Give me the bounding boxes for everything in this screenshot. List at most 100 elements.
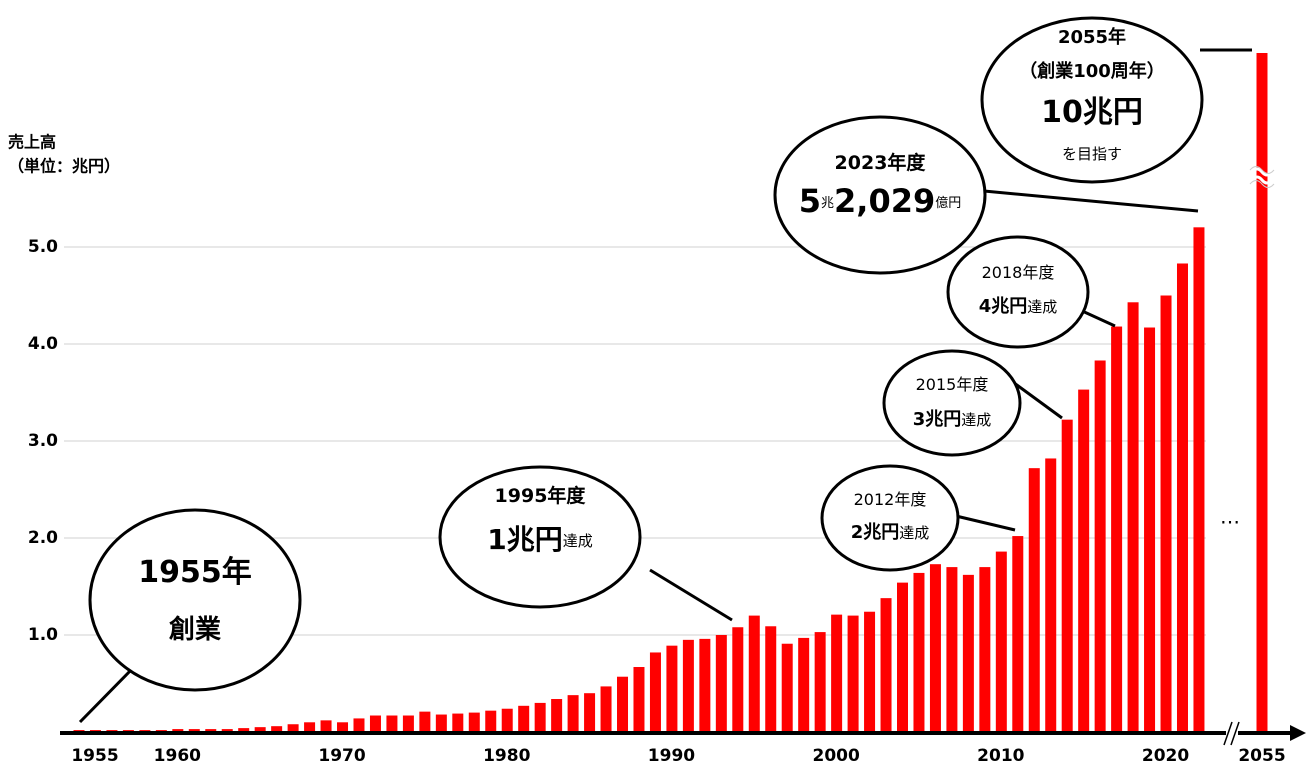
annotation-text: 2015年度 bbox=[916, 375, 989, 394]
annotation-segment: 2023年度 bbox=[835, 151, 927, 174]
bar bbox=[633, 667, 645, 732]
callout-bubble bbox=[882, 349, 1022, 457]
bar bbox=[501, 708, 513, 732]
y-tick-label: 3.0 bbox=[28, 431, 58, 451]
annotation-text: （創業100周年） bbox=[1019, 60, 1165, 82]
callout-bubble bbox=[946, 235, 1090, 349]
bar bbox=[880, 598, 892, 732]
bar bbox=[715, 635, 727, 732]
value-break bbox=[1249, 166, 1275, 188]
y-axis-label: （単位：兆円） bbox=[8, 157, 120, 176]
annotation-segment: 達成 bbox=[563, 532, 593, 550]
bar bbox=[584, 693, 596, 732]
annotation-segment: 創業 bbox=[169, 615, 221, 645]
bar bbox=[682, 639, 694, 732]
bar bbox=[732, 627, 744, 732]
annotation-segment: 1995年度 bbox=[495, 484, 587, 507]
annotation-text: 1995年度 bbox=[495, 484, 587, 507]
bar bbox=[221, 729, 233, 732]
bar bbox=[995, 551, 1007, 732]
gap-marker: … bbox=[1220, 505, 1240, 529]
axis-break bbox=[1230, 721, 1240, 746]
bar bbox=[814, 632, 826, 732]
bar bbox=[369, 715, 381, 732]
bar bbox=[699, 638, 711, 732]
bar bbox=[188, 729, 200, 732]
bar bbox=[254, 727, 266, 732]
bar bbox=[929, 564, 941, 732]
bar bbox=[748, 615, 760, 732]
callout-bubble bbox=[88, 508, 302, 692]
x-tick-label: 2020 bbox=[1142, 746, 1189, 766]
y-tick-label: 1.0 bbox=[28, 625, 58, 645]
callout-bubble bbox=[820, 464, 960, 572]
annotation-text: 2012年度 bbox=[854, 490, 927, 509]
annotation-segment: 4兆円 bbox=[979, 296, 1028, 317]
annotation-segment: 5 bbox=[799, 182, 821, 220]
bar bbox=[1078, 389, 1090, 732]
bar bbox=[551, 699, 563, 732]
callout-bubble bbox=[773, 115, 987, 275]
bar bbox=[1061, 419, 1073, 732]
annotation-text: 創業 bbox=[169, 615, 221, 645]
bar bbox=[666, 645, 678, 732]
bar bbox=[1094, 360, 1106, 732]
annotation-segment: 1955年 bbox=[138, 555, 252, 590]
bar bbox=[1028, 468, 1040, 732]
bar bbox=[353, 718, 365, 732]
annotation-segment: 兆 bbox=[821, 196, 834, 211]
bar bbox=[1160, 295, 1172, 732]
annotation-segment: 1兆円 bbox=[487, 523, 562, 556]
bar bbox=[172, 729, 184, 732]
callout-bubble bbox=[438, 465, 642, 609]
annotation-segment: を目指す bbox=[1062, 145, 1122, 163]
annotation-segment: 3兆円 bbox=[913, 409, 962, 430]
bar bbox=[287, 724, 299, 732]
pointer bbox=[649, 568, 733, 622]
bar bbox=[320, 720, 332, 732]
bar bbox=[913, 572, 925, 732]
bar bbox=[1111, 326, 1123, 732]
annotation-text: 2023年度 bbox=[835, 151, 927, 174]
y-tick-label: 5.0 bbox=[28, 237, 58, 257]
bar bbox=[600, 686, 612, 732]
bar bbox=[798, 637, 810, 732]
x-tick-label: 1970 bbox=[318, 746, 365, 766]
callout-bubble bbox=[980, 16, 1204, 184]
annotation-segment: 億円 bbox=[935, 195, 961, 211]
annotation-text: 1955年 bbox=[138, 555, 252, 590]
x-tick-label: 2055 bbox=[1238, 746, 1285, 766]
bar bbox=[468, 712, 480, 732]
pointer bbox=[1079, 308, 1116, 328]
bar bbox=[962, 574, 974, 732]
pointer bbox=[955, 514, 1016, 532]
bar bbox=[435, 714, 447, 732]
bar bbox=[1193, 227, 1205, 732]
y-tick-label: 4.0 bbox=[28, 334, 58, 354]
bar bbox=[304, 722, 316, 732]
bar bbox=[979, 567, 991, 732]
bar bbox=[1127, 302, 1139, 732]
annotation-segment: 10兆円 bbox=[1041, 95, 1143, 130]
annotation-text: 10兆円 bbox=[1041, 95, 1143, 130]
bar bbox=[781, 643, 793, 732]
bar bbox=[1256, 53, 1268, 732]
bar bbox=[205, 729, 217, 732]
annotation-segment: 2012年度 bbox=[854, 490, 927, 509]
bar bbox=[831, 614, 843, 732]
annotation-text: 3兆円達成 bbox=[913, 409, 992, 430]
bar bbox=[452, 713, 464, 732]
value-break bbox=[1250, 167, 1274, 185]
annotation-segment: 2018年度 bbox=[982, 263, 1055, 282]
annotation-segment: 達成 bbox=[899, 524, 929, 542]
bar bbox=[271, 726, 283, 732]
annotation-text: 2兆円達成 bbox=[851, 522, 930, 543]
annotation-segment: 達成 bbox=[1027, 298, 1057, 316]
annotation-segment: 2015年度 bbox=[916, 375, 989, 394]
pointer bbox=[983, 189, 1199, 213]
x-tick-label: 2010 bbox=[977, 746, 1024, 766]
y-tick-label: 2.0 bbox=[28, 528, 58, 548]
x-tick-label: 1980 bbox=[483, 746, 530, 766]
bar bbox=[485, 710, 497, 732]
